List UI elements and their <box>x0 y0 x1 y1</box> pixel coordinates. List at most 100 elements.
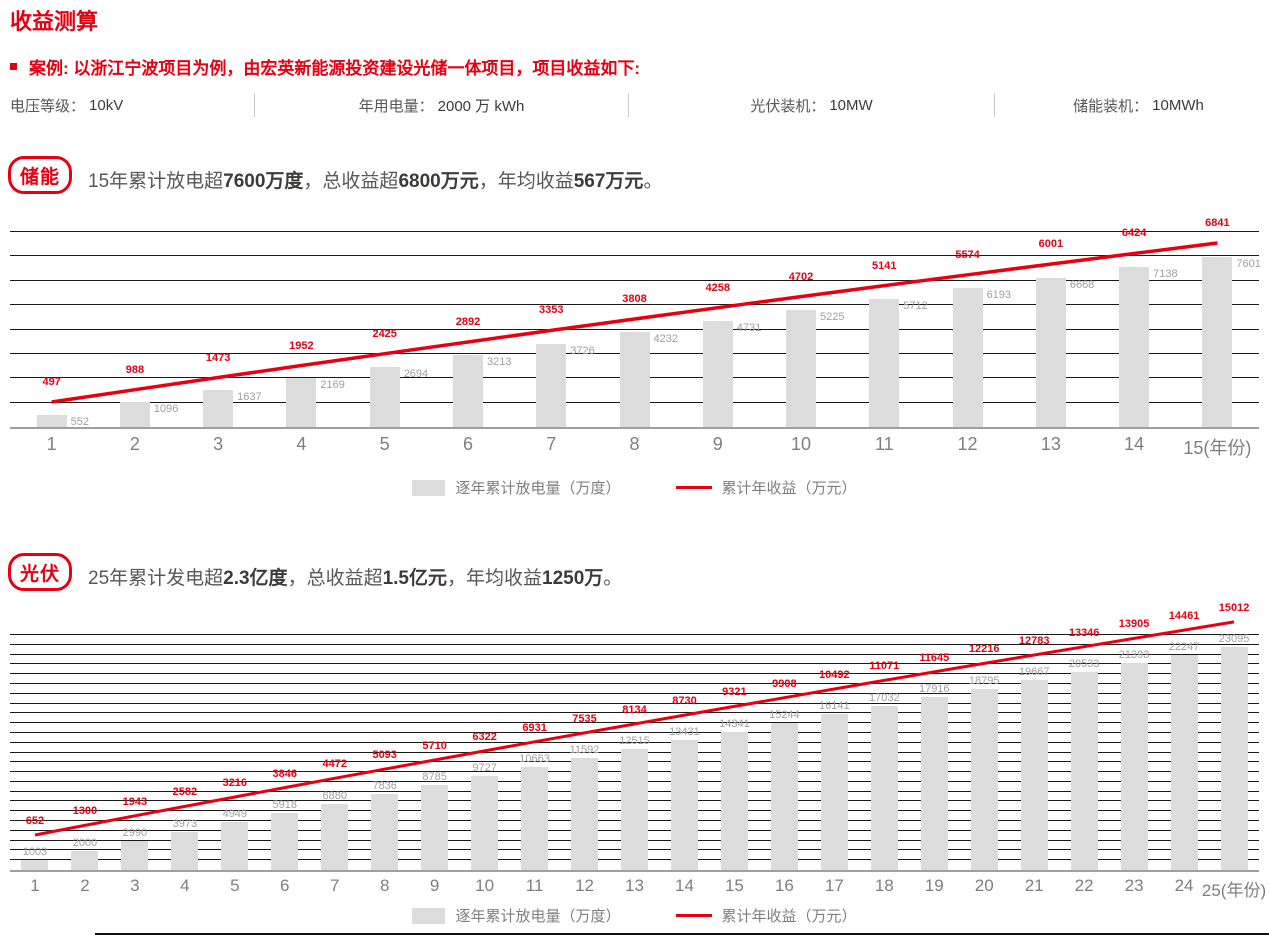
legend-line-label: 累计年收益（万元） <box>721 908 857 925</box>
headline-segment: 6800万元 <box>398 171 479 192</box>
bar-year-12 <box>571 758 599 870</box>
headline-segment: 15年累计放电超 <box>88 171 224 192</box>
bar-value-label: 14341 <box>719 717 750 730</box>
x-axis-label: 9 <box>429 876 440 895</box>
line-value-label: 2425 <box>372 327 397 340</box>
line-value-label: 8134 <box>622 704 647 716</box>
bar-year-14 <box>1119 267 1150 427</box>
info-item: 年用电量： 2000 万 kWh <box>254 93 628 117</box>
bar-value-label: 17916 <box>918 683 950 696</box>
bar-year-25 <box>1220 647 1248 870</box>
x-axis-label: 21 <box>1024 876 1044 895</box>
headline-segment: 2.3亿度 <box>223 568 288 589</box>
x-axis-label: 3 <box>130 876 140 895</box>
x-axis-label: 16 <box>774 876 794 895</box>
bar-value-label: 1003 <box>22 846 48 859</box>
legend-line-label: 累计年收益（万元） <box>721 480 857 497</box>
bar-year-22 <box>1070 671 1098 870</box>
x-axis-label: 9 <box>712 434 723 454</box>
line-value-label: 6322 <box>472 730 497 743</box>
x-axis-label: 22 <box>1074 876 1094 895</box>
line-value-label: 5710 <box>422 739 447 752</box>
line-value-label: 1943 <box>122 795 148 808</box>
bar-value-label: 6880 <box>322 789 347 802</box>
bar-year-14 <box>670 740 698 870</box>
bar-value-label: 7836 <box>372 780 397 793</box>
bar-value-label: 4232 <box>653 333 678 346</box>
line-value-label: 4702 <box>788 270 814 283</box>
bar-year-4 <box>286 378 317 427</box>
x-axis-label: 12 <box>575 876 594 895</box>
case-row: 案例: 以浙江宁波项目为例，由宏英新能源投资建设光储一体项目，项目收益如下: <box>10 54 640 79</box>
bottom-rule <box>95 933 1269 935</box>
line-value-label: 1952 <box>289 339 314 352</box>
line-value-label: 6001 <box>1038 238 1064 251</box>
line-value-label: 652 <box>25 815 45 827</box>
bar-year-2 <box>71 850 99 870</box>
gridline <box>10 328 1259 330</box>
bar-value-label: 5225 <box>820 310 845 323</box>
x-axis-label: 5 <box>379 434 390 454</box>
headline-segment: 567万元 <box>573 171 644 192</box>
bar-value-label: 13431 <box>669 726 700 739</box>
bar-value-label: 1096 <box>153 403 179 416</box>
line-value-label: 11071 <box>869 660 900 673</box>
line-swatch-icon <box>675 486 712 489</box>
bar-year-6 <box>271 812 299 870</box>
bar-year-7 <box>536 343 567 427</box>
x-axis-label: 25(年份) <box>1201 881 1267 900</box>
bar-value-label: 2990 <box>122 827 148 840</box>
line-value-label: 5141 <box>872 259 897 272</box>
legend-item-line: 累计年收益（万元） <box>675 905 857 926</box>
info-label: 储能装机： <box>1073 97 1149 115</box>
storage-badge: 储能 <box>8 156 72 194</box>
x-axis-label: 7 <box>546 434 557 454</box>
x-axis-label: 6 <box>280 876 290 895</box>
bar-value-label: 5712 <box>903 299 928 312</box>
bar-year-11 <box>869 298 900 427</box>
bar-year-13 <box>621 749 648 870</box>
line-value-label: 3216 <box>222 776 248 789</box>
x-axis-label: 19 <box>924 876 944 895</box>
headline-segment: ，年均收益 <box>447 568 543 589</box>
line-value-label: 12783 <box>1018 635 1050 648</box>
bar-year-9 <box>421 785 449 870</box>
bar-value-label: 4731 <box>736 321 762 334</box>
x-axis-label: 15 <box>724 876 744 895</box>
bar-value-label: 18795 <box>968 674 1000 687</box>
bar-value-label: 12515 <box>619 735 650 748</box>
x-axis-label: 13 <box>1040 434 1061 454</box>
bar-value-label: 8785 <box>422 771 447 784</box>
line-value-label: 2892 <box>455 315 481 328</box>
legend-item-bar: 逐年累计放电量（万度） <box>412 477 621 498</box>
x-axis-label: 1 <box>30 876 40 895</box>
line-value-label: 10492 <box>819 669 850 682</box>
line-value-label: 14461 <box>1168 610 1200 623</box>
line-value-label: 11645 <box>919 651 950 664</box>
bar-value-label: 17032 <box>869 691 900 704</box>
x-axis-label: 2 <box>129 434 140 454</box>
bar-value-label: 3213 <box>486 356 512 368</box>
bar-year-23 <box>1120 663 1148 870</box>
bar-value-label: 22247 <box>1168 641 1200 654</box>
gridline <box>10 643 1259 645</box>
headline-segment: 。 <box>643 171 663 192</box>
x-axis-label: 4 <box>296 434 307 454</box>
bar-value-label: 2169 <box>320 379 345 392</box>
pv-chart-plot: 1003 2000 2990 3973 4949 5918 6880 7836 8785 9727… <box>10 602 1259 872</box>
bar-year-20 <box>970 688 998 870</box>
page-title: 收益测算 <box>10 9 99 34</box>
bar-value-label: 3726 <box>570 344 595 357</box>
bar-year-8 <box>619 332 650 427</box>
storage-chart-legend: 逐年累计放电量（万度） 累计年收益（万元） <box>0 477 1269 498</box>
bar-value-label: 23095 <box>1218 633 1250 646</box>
info-item: 储能装机： 10MWh <box>994 93 1269 117</box>
line-value-label: 4258 <box>705 281 731 294</box>
bar-value-label: 10663 <box>519 753 550 766</box>
line-value-label: 12216 <box>968 643 1000 656</box>
bar-year-11 <box>521 767 549 870</box>
line-value-label: 8730 <box>672 695 697 708</box>
x-axis-label: 17 <box>824 876 844 895</box>
bar-year-3 <box>203 390 234 427</box>
x-axis-label: 15(年份) <box>1183 438 1252 458</box>
